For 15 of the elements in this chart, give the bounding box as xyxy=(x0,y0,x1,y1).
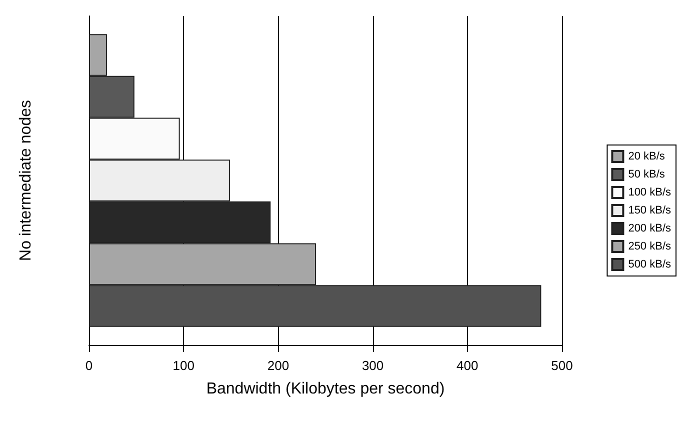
legend-label: 200 kB/s xyxy=(628,222,672,234)
x-tick-label: 100 xyxy=(172,358,194,373)
x-tick-label: 500 xyxy=(551,358,573,373)
legend-label: 50 kB/s xyxy=(628,168,666,180)
x-tick-label: 200 xyxy=(267,358,290,373)
legend-label: 100 kB/s xyxy=(628,186,672,198)
x-tick-label: 0 xyxy=(85,358,93,373)
x-tick-label: 300 xyxy=(362,358,384,373)
legend-label: 500 kB/s xyxy=(628,258,672,270)
y-axis-title: No intermediate nodes xyxy=(18,100,34,261)
legend-label: 20 kB/s xyxy=(628,150,666,162)
legend-label: 250 kB/s xyxy=(628,240,672,252)
legend-label: 150 kB/s xyxy=(628,204,672,216)
x-axis-title: Bandwidth (Kilobytes per second) xyxy=(206,380,445,398)
x-tick-label: 400 xyxy=(456,358,478,373)
